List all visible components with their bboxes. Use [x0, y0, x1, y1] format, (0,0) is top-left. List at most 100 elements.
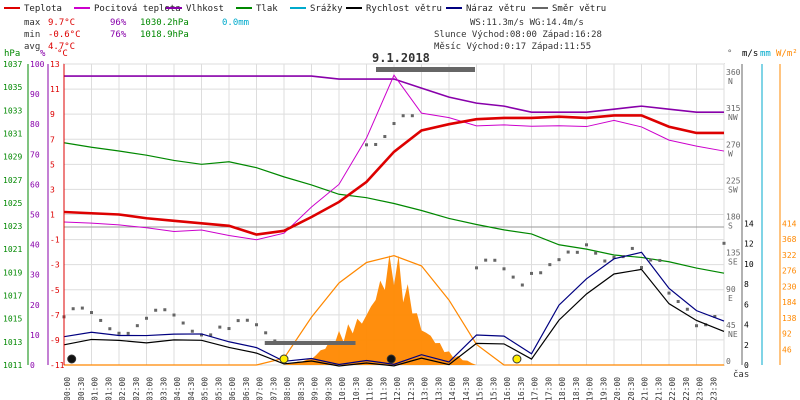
- x-tick-label: 01:00: [91, 377, 100, 400]
- stat-avg-temp: 4.7°C: [48, 42, 75, 52]
- axis-header-degc: °C: [57, 49, 68, 59]
- tick-label-degc: 9: [50, 110, 55, 119]
- x-tick-label: 17:30: [544, 377, 553, 400]
- wind-dir-point: [695, 324, 698, 328]
- x-tick-label: 00:00: [63, 377, 72, 400]
- tick-label-ms: 12: [744, 240, 754, 249]
- x-tick-label: 22:30: [682, 377, 691, 400]
- wind-dir-point: [667, 291, 671, 295]
- wind-dir-point: [392, 122, 396, 126]
- tick-label-hpa: 1029: [3, 153, 22, 162]
- axis-header-ms: m/s: [742, 49, 758, 59]
- wind-dir-point: [630, 246, 634, 250]
- tick-label-hpa: 1017: [3, 292, 22, 301]
- info-block: WS:11.3m/s WG:14.4m/s Slunce Východ:08:0…: [434, 18, 602, 52]
- x-tick-label: 04:00: [173, 377, 182, 400]
- legend-label-7: Náraz větru: [466, 4, 526, 14]
- wind-dir-point: [685, 307, 689, 311]
- info-wind: WS:11.3m/s WG:14.4m/s: [470, 18, 584, 28]
- wind-dir-point: [273, 339, 277, 343]
- x-tick-label: 02:30: [132, 377, 141, 400]
- tick-label-pct: 70: [30, 150, 40, 159]
- x-tick-label: 12:00: [393, 377, 402, 400]
- x-tick-label: 08:30: [297, 377, 306, 400]
- wind-dir-point: [484, 258, 488, 262]
- axis-header-wm2: W/m²: [776, 49, 798, 59]
- legend-label-1: Teplota: [24, 4, 62, 14]
- tick-label-degc: -5: [50, 286, 60, 295]
- wind-dir-point: [90, 311, 93, 315]
- tick-label-dir-name: NE: [728, 330, 738, 339]
- tick-label-pct: 10: [30, 331, 40, 340]
- moonrise-marker: [67, 354, 77, 364]
- wind-dir-point: [649, 258, 653, 262]
- wind-dir-point: [200, 333, 203, 337]
- tick-label-dir: 270: [726, 140, 741, 149]
- tick-label-hpa: 1021: [3, 245, 22, 254]
- tick-label-wm2: 138: [782, 314, 797, 323]
- x-axis: 00:00 00:30 01:00 01:30 02:00 02:30 03:00 03:30…: [63, 377, 718, 400]
- tick-label-hpa: 1023: [3, 222, 22, 231]
- tick-label-hpa: 1013: [3, 338, 22, 347]
- stat-max-label: max: [24, 18, 41, 28]
- tick-label-hpa: 1037: [3, 60, 22, 69]
- tick-label-pct: 90: [30, 90, 40, 99]
- tick-label-degc: 1: [50, 211, 55, 220]
- tick-label-ms: 6: [744, 300, 749, 309]
- tick-label-ms: 14: [744, 220, 754, 229]
- tick-label-degc: -3: [50, 261, 60, 270]
- x-tick-label: 23:30: [709, 377, 718, 400]
- stat-min-label: min: [24, 30, 40, 40]
- x-tick-label: 04:30: [187, 377, 196, 400]
- tick-label-hpa: 1025: [3, 199, 22, 208]
- x-tick-label: 18:30: [572, 377, 581, 400]
- axis-header-hpa: hPa: [4, 49, 20, 59]
- wind-dir-point: [255, 323, 258, 327]
- pressure-line: [63, 142, 725, 274]
- wind-dir-point: [594, 251, 598, 255]
- axis-header-pct: %: [40, 49, 46, 59]
- feels-like-line: [63, 74, 725, 241]
- gust-line: [63, 251, 725, 366]
- tick-label-hpa: 1035: [3, 83, 22, 92]
- wind-dir-point: [218, 325, 222, 329]
- x-tick-label: 06:00: [228, 377, 237, 400]
- tick-label-wm2: 92: [782, 330, 792, 339]
- x-tick-label: 13:30: [434, 377, 443, 400]
- tick-label-hpa: 1031: [3, 129, 22, 138]
- wind-dir-point: [530, 271, 533, 275]
- x-tick-label: 20:00: [613, 377, 622, 400]
- x-tick-label: 02:00: [118, 377, 127, 400]
- x-tick-label: 11:30: [379, 377, 388, 400]
- wind-dir-point: [126, 331, 130, 335]
- tick-label-degc: -9: [50, 336, 60, 345]
- wind-dir-point: [181, 321, 185, 325]
- wind-dir-point: [676, 300, 680, 304]
- stat-max-rain: 0.0mm: [222, 18, 249, 28]
- x-tick-label: 01:30: [104, 377, 113, 400]
- wind-dir-point: [145, 316, 148, 320]
- wind-dir-point: [539, 271, 543, 275]
- tick-label-wm2: 230: [782, 282, 797, 291]
- wind-dir-point: [245, 318, 249, 322]
- tick-label-hpa: 1033: [3, 106, 22, 115]
- x-tick-label: 16:00: [503, 377, 512, 400]
- tick-label-wm2: 368: [782, 235, 797, 244]
- legend-label-8: Směr větru: [552, 4, 606, 14]
- x-tick-label: 19:30: [599, 377, 608, 400]
- moonset-marker: [386, 354, 396, 364]
- wind-dir-point: [227, 327, 231, 331]
- wind-dir-point: [658, 258, 662, 262]
- wind-dir-point: [401, 114, 405, 118]
- date-bar: [376, 67, 475, 72]
- x-tick-label: 15:30: [489, 377, 498, 400]
- tick-label-degc: 13: [50, 60, 60, 69]
- tick-label-ms: 8: [744, 280, 749, 289]
- tick-label-pct: 30: [30, 271, 40, 280]
- x-tick-label: 05:00: [201, 377, 210, 400]
- x-tick-label: 03:30: [159, 377, 168, 400]
- x-tick-label: 10:30: [352, 377, 361, 400]
- tick-label-degc: -11: [50, 361, 65, 370]
- legend-label-4: Tlak: [256, 4, 278, 14]
- tick-label-dir-name: S: [728, 222, 733, 231]
